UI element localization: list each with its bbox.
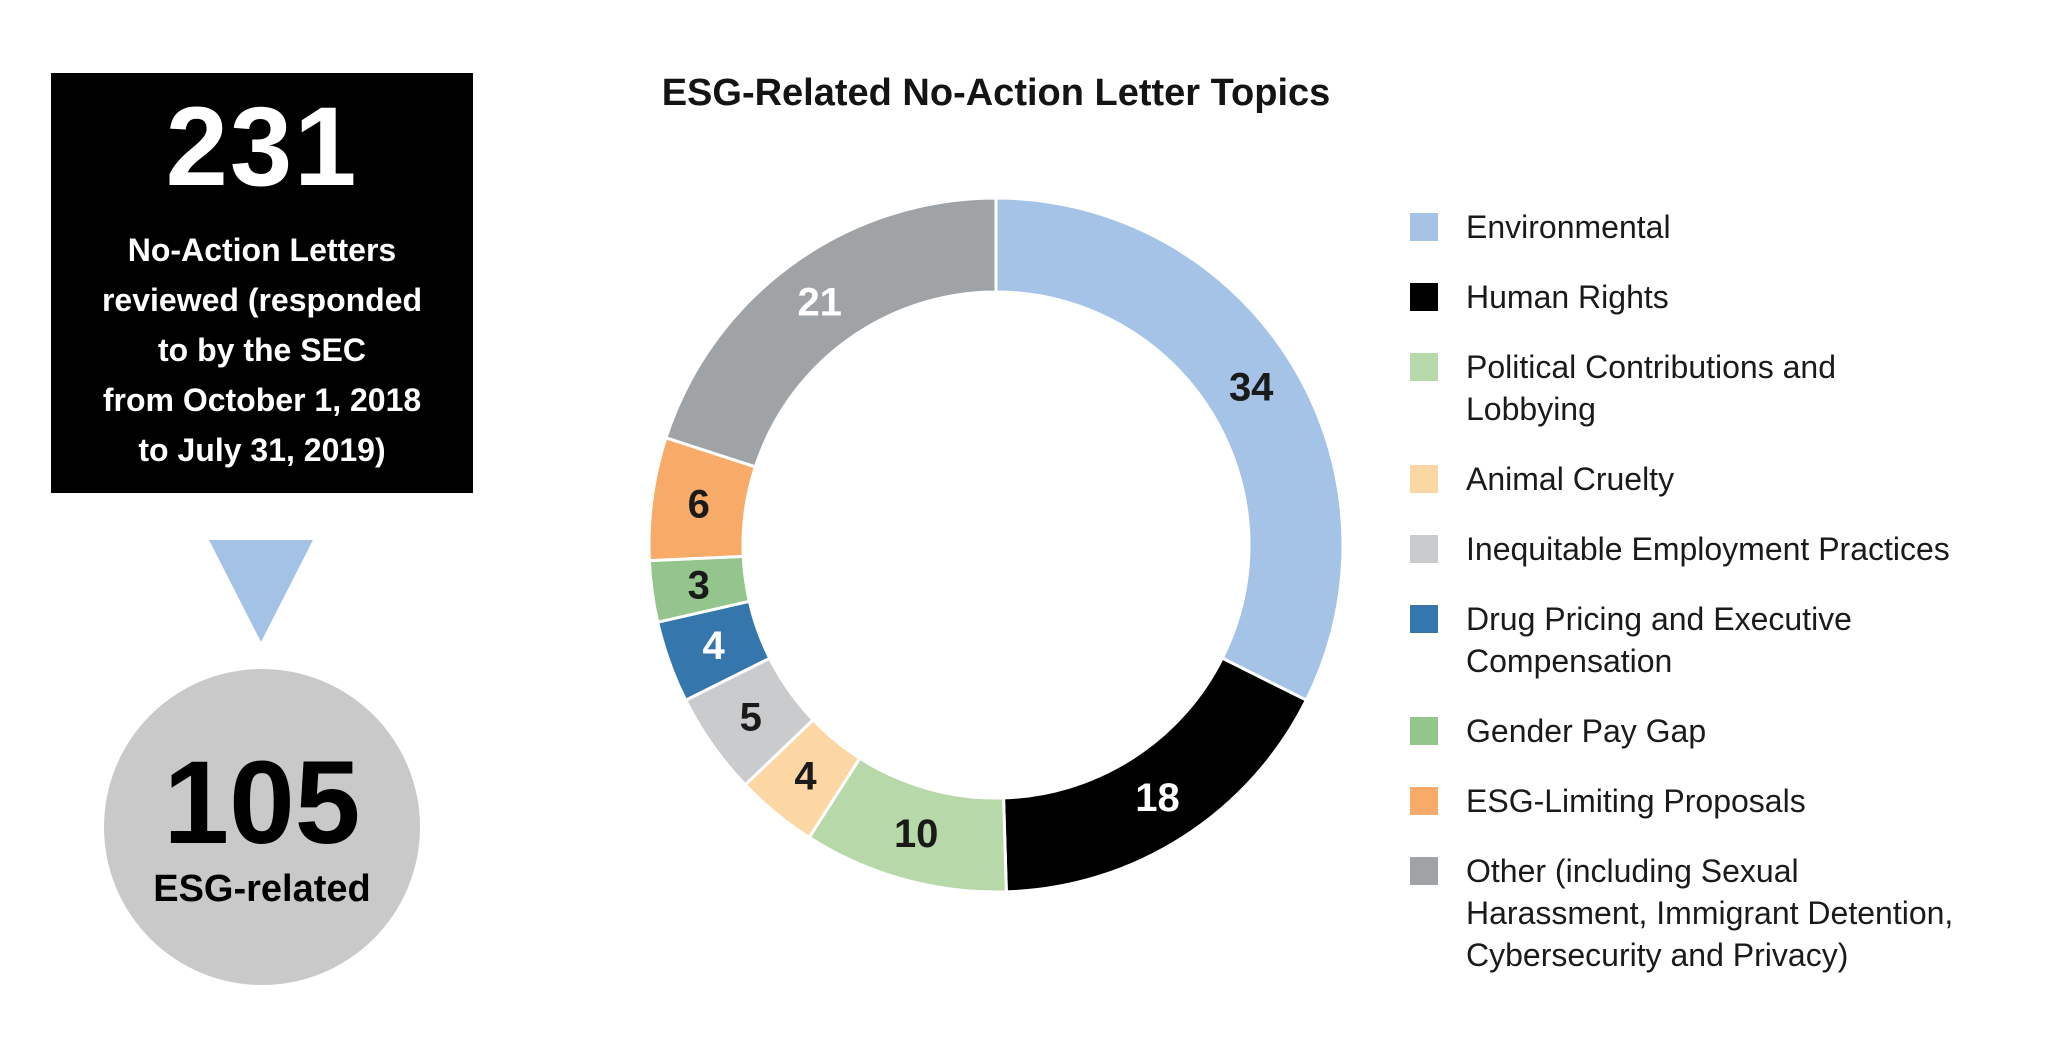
legend-label: Environmental <box>1466 206 1671 248</box>
legend-label-line: Environmental <box>1466 209 1671 245</box>
donut-chart: 34 18 10 4 5 4 3 6 21 <box>646 195 1346 895</box>
legend-item: ESG-Limiting Proposals <box>1410 780 2030 822</box>
total-letters-number: 231 <box>165 84 359 209</box>
total-letters-description-line: to July 31, 2019) <box>138 432 386 468</box>
legend-label-line: Lobbying <box>1466 391 1596 427</box>
legend-swatch-icon <box>1410 353 1438 381</box>
legend-label: Drug Pricing and Executive Compensation <box>1466 598 1852 682</box>
esg-related-label: ESG-related <box>153 867 371 910</box>
donut-segment <box>664 196 998 469</box>
legend-label: Animal Cruelty <box>1466 458 1674 500</box>
donut-segment-value-label: 18 <box>1135 776 1180 820</box>
legend-label-line: Other (including Sexual <box>1466 853 1799 889</box>
legend-label-line: Cybersecurity and Privacy) <box>1466 937 1849 973</box>
donut-segment-value-label: 4 <box>794 755 817 799</box>
legend-item: Animal Cruelty <box>1410 458 2030 500</box>
legend-label-line: Animal Cruelty <box>1466 461 1675 497</box>
legend-label: Gender Pay Gap <box>1466 710 1706 752</box>
legend-item: Human Rights <box>1410 276 2030 318</box>
legend-label-line: Political Contributions and <box>1466 349 1836 385</box>
donut-segment-value-label: 5 <box>740 696 762 740</box>
donut-segment-value-label: 10 <box>894 812 939 856</box>
legend-item: Environmental <box>1410 206 2030 248</box>
legend-label: Other (including Sexual Harassment, Immig… <box>1466 850 1953 976</box>
legend-swatch-icon <box>1410 535 1438 563</box>
legend-item: Other (including Sexual Harassment, Immig… <box>1410 850 2030 976</box>
total-letters-description-line: to by the SEC <box>157 332 366 368</box>
legend-swatch-icon <box>1410 465 1438 493</box>
down-arrow-icon <box>209 540 313 642</box>
legend-label-line: Gender Pay Gap <box>1466 713 1707 749</box>
total-letters-description: No-Action Letters reviewed (responded to b… <box>102 225 422 475</box>
total-letters-description-line: from October 1, 2018 <box>102 382 422 418</box>
legend-label-line: Human Rights <box>1466 279 1669 315</box>
total-letters-box: 231 No-Action Letters reviewed (responded… <box>51 73 473 493</box>
total-letters-description-line: No-Action Letters <box>127 232 397 268</box>
legend-label: ESG-Limiting Proposals <box>1466 780 1806 822</box>
legend-label: Political Contributions and Lobbying <box>1466 346 1836 430</box>
legend-item: Political Contributions and Lobbying <box>1410 346 2030 430</box>
donut-chart-svg: 34 18 10 454 3 6 21 <box>647 196 1345 894</box>
legend-label: Human Rights <box>1466 276 1669 318</box>
legend-label: Inequitable Employment Practices <box>1466 528 1950 570</box>
legend-swatch-icon <box>1410 787 1438 815</box>
total-letters-description-line: reviewed (responded <box>101 282 423 318</box>
legend-swatch-icon <box>1410 283 1438 311</box>
esg-related-number: 105 <box>163 736 361 869</box>
legend-item: Gender Pay Gap <box>1410 710 2030 752</box>
legend-swatch-icon <box>1410 213 1438 241</box>
legend: Environmental Human Rights Political Contr… <box>1410 206 2030 976</box>
donut-segment-value-label: 3 <box>688 563 710 607</box>
legend-swatch-icon <box>1410 717 1438 745</box>
chart-title: ESG-Related No-Action Letter Topics <box>661 72 1331 114</box>
legend-label-line: Drug Pricing and Executive <box>1466 601 1852 637</box>
legend-label-line: ESG-Limiting Proposals <box>1466 783 1806 819</box>
legend-label-line: Compensation <box>1466 643 1673 679</box>
legend-swatch-icon <box>1410 605 1438 633</box>
donut-segment-value-label: 34 <box>1229 365 1274 409</box>
donut-segment-value-label: 4 <box>702 624 725 668</box>
legend-swatch-icon <box>1410 857 1438 885</box>
legend-label-line: Inequitable Employment Practices <box>1466 531 1950 567</box>
legend-item: Drug Pricing and Executive Compensation <box>1410 598 2030 682</box>
legend-label-line: Harassment, Immigrant Detention, <box>1466 895 1954 931</box>
legend-item: Inequitable Employment Practices <box>1410 528 2030 570</box>
esg-related-circle: 105 ESG-related <box>104 669 420 985</box>
donut-segment-value-label: 6 <box>688 483 710 527</box>
donut-segment-value-label: 21 <box>797 280 842 324</box>
donut-segment <box>994 196 1345 703</box>
